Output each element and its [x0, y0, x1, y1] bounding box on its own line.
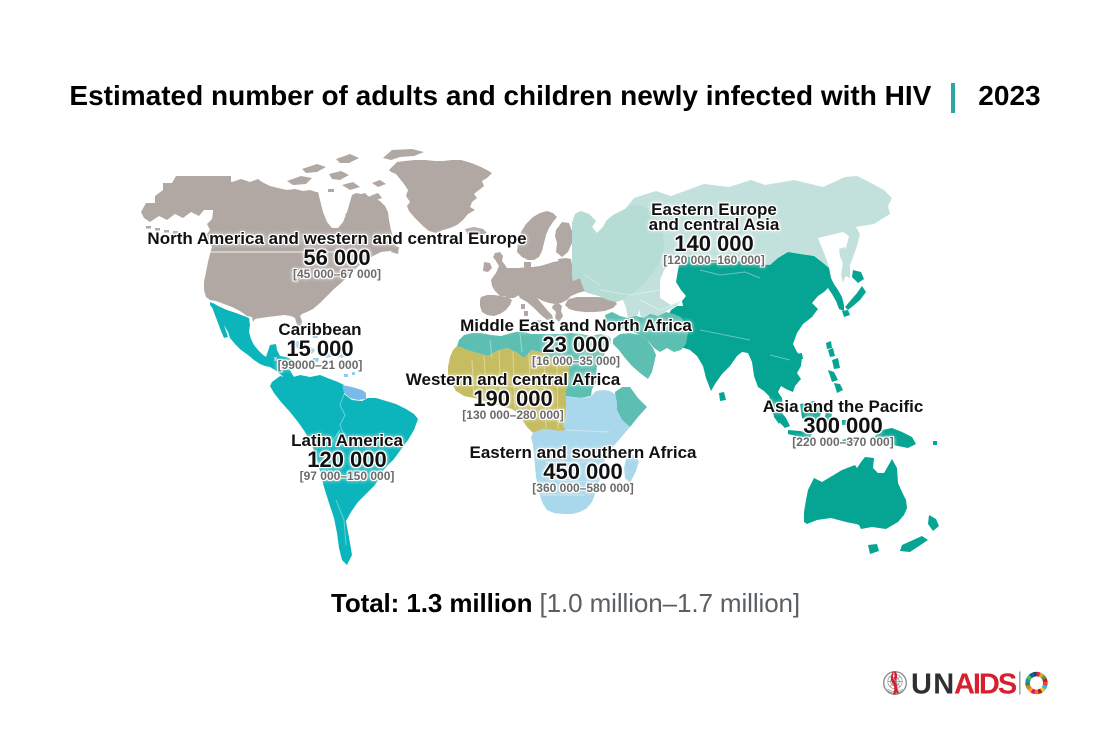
svg-text:UN: UN: [911, 669, 953, 700]
svg-text:AIDS: AIDS: [954, 669, 1017, 700]
